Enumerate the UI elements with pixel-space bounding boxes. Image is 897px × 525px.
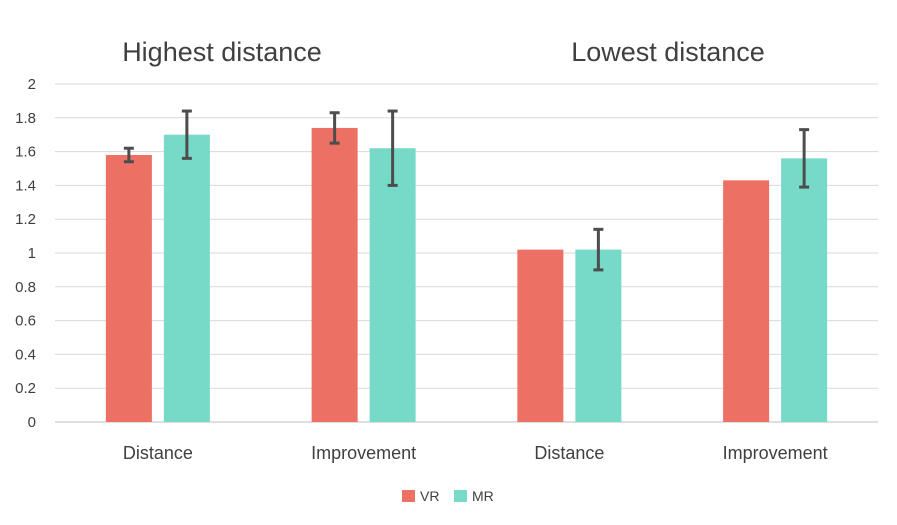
y-tick-label: 0 <box>28 414 36 431</box>
group-title-lowest: Lowest distance <box>571 37 765 67</box>
x-category-label: Improvement <box>723 443 828 463</box>
error-bar-mr <box>799 128 810 189</box>
bar-mr <box>575 249 622 422</box>
legend: VR MR <box>402 488 494 504</box>
y-tick-label: 0.2 <box>15 380 36 397</box>
bar-mr <box>369 148 416 422</box>
error-bar-vr <box>123 146 134 164</box>
x-axis-labels: Distance Improvement Distance Improvement <box>123 443 828 463</box>
y-tick-label: 0.6 <box>15 313 36 330</box>
bar-mr <box>163 134 210 422</box>
y-tick-label: 1.6 <box>15 144 36 161</box>
y-tick-label: 2 <box>28 76 36 93</box>
error-bar-mr <box>181 109 192 160</box>
x-category-label: Improvement <box>311 443 416 463</box>
error-bar-mr <box>593 227 604 272</box>
bar-vr <box>105 154 152 423</box>
y-tick-label: 0.8 <box>15 279 36 296</box>
bar-vr <box>723 180 770 422</box>
x-category-label: Distance <box>534 443 604 463</box>
group-title-highest: Highest distance <box>122 37 322 67</box>
bars <box>105 127 828 423</box>
bar-vr <box>311 127 358 422</box>
y-tick-label: 0.4 <box>15 346 36 363</box>
error-bar-mr <box>387 109 398 187</box>
y-tick-label: 1.2 <box>15 211 36 228</box>
error-bar-vr <box>329 111 340 145</box>
y-tick-label: 1.4 <box>15 177 36 194</box>
y-axis-ticks: 0 0.2 0.4 0.6 0.8 1 1.2 1.4 1.6 1.8 2 <box>15 76 36 431</box>
legend-label-mr: MR <box>472 488 494 504</box>
legend-label-vr: VR <box>420 488 439 504</box>
bar-vr <box>517 249 564 422</box>
error-bars <box>123 109 810 272</box>
x-category-label: Distance <box>123 443 193 463</box>
bar-mr <box>781 158 828 423</box>
legend-swatch-mr <box>454 490 467 502</box>
legend-swatch-vr <box>402 490 415 502</box>
y-tick-label: 1.8 <box>15 110 36 127</box>
y-tick-label: 1 <box>28 245 36 262</box>
